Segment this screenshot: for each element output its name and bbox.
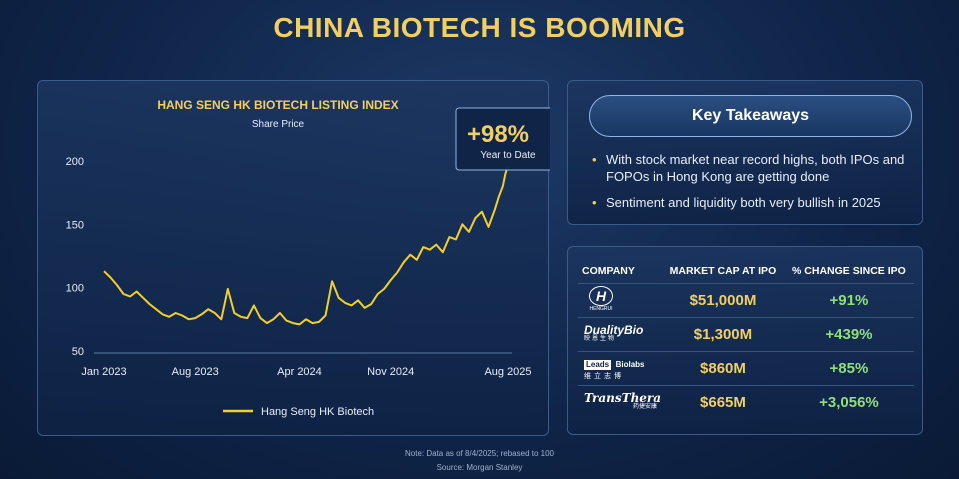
table-row: DualityBio 映恩生物 $1,300M +439%	[578, 317, 914, 352]
change-cell: +439%	[783, 317, 914, 352]
header-market-cap: MARKET CAP AT IPO	[669, 265, 777, 277]
hengrui-logo-text: HENGRUI	[589, 306, 613, 312]
market-cap-cell: $860M	[662, 351, 784, 386]
dualitybio-logo: DualityBio 映恩生物	[584, 324, 643, 342]
transthera-logo-text: TransThera	[584, 391, 662, 405]
y-tick-label: 100	[66, 283, 84, 295]
table-row: Leads Biolabs 维立志博 $860M +85%	[578, 351, 914, 386]
leads-biolabs-logo: Leads Biolabs 维立志博	[584, 355, 644, 380]
y-tick-label: 50	[72, 346, 84, 358]
page-title: CHINA BIOTECH IS BOOMING	[273, 12, 686, 43]
table-header-row: COMPANY MARKET CAP AT IPO % CHANGE SINCE…	[578, 265, 914, 284]
callout-value: +98%	[467, 121, 529, 148]
change-cell: +91%	[783, 283, 914, 318]
takeaway-item: Sentiment and liquidity both very bullis…	[592, 194, 912, 211]
chart-subtitle: Share Price	[252, 119, 305, 130]
table-row: H HENGRUI $51,000M +91%	[578, 283, 914, 318]
transthera-logo-sub: 药捷安康	[633, 404, 658, 410]
x-tick-label: Jan 2023	[81, 366, 126, 378]
x-tick-label: Nov 2024	[367, 366, 414, 378]
chart-title: HANG SENG HK BIOTECH LISTING INDEX	[157, 98, 398, 112]
ipo-table-panel: COMPANY MARKET CAP AT IPO % CHANGE SINCE…	[567, 246, 923, 435]
y-tick-label: 200	[66, 156, 84, 168]
takeaway-item: With stock market near record highs, bot…	[592, 151, 912, 185]
header-company: COMPANY	[582, 265, 635, 277]
key-takeaways-panel: Key Takeaways With stock market near rec…	[567, 80, 923, 225]
y-tick-label: 150	[66, 219, 84, 231]
market-cap-cell: $51,000M	[662, 283, 784, 318]
dualitybio-logo-text: DualityBio	[584, 323, 644, 337]
change-cell: +85%	[783, 351, 914, 386]
market-cap-cell: $665M	[662, 385, 784, 419]
x-tick-label: Aug 2023	[172, 366, 219, 378]
hengrui-logo: H HENGRUI	[584, 286, 618, 312]
ytd-callout: +98% Year to Date	[455, 107, 550, 171]
key-takeaways-title: Key Takeaways	[589, 95, 912, 137]
transthera-logo: TransThera 药捷安康	[584, 392, 661, 410]
takeaways-list: With stock market near record highs, bot…	[592, 151, 912, 220]
chart-legend: Hang Seng HK Biotech	[223, 406, 374, 418]
x-axis: Jan 2023 Aug 2023 Apr 2024 Nov 2024 Aug 2025	[81, 366, 531, 378]
line-chart: HANG SENG HK BIOTECH LISTING INDEX Share…	[66, 98, 550, 418]
callout-box	[455, 107, 550, 171]
leads-logo-box: Leads	[584, 359, 612, 370]
legend-label: Hang Seng HK Biotech	[261, 406, 374, 418]
ipo-table: COMPANY MARKET CAP AT IPO % CHANGE SINCE…	[578, 265, 914, 419]
footnote: Note: Data as of 8/4/2025; rebased to 10…	[405, 449, 554, 458]
hengrui-logo-mark: H	[589, 286, 613, 306]
header-change: % CHANGE SINCE IPO	[792, 265, 906, 277]
leads-logo-sub: 维立志博	[584, 372, 624, 380]
chart-panel: HANG SENG HK BIOTECH LISTING INDEX Share…	[37, 80, 550, 436]
table-row: TransThera 药捷安康 $665M +3,056%	[578, 385, 914, 419]
source-note: Source: Morgan Stanley	[436, 463, 523, 472]
series-line-hang-seng-hk-biotech	[103, 165, 509, 326]
market-cap-cell: $1,300M	[662, 317, 784, 352]
change-cell: +3,056%	[783, 385, 914, 419]
dualitybio-logo-sub: 映恩生物	[584, 336, 617, 342]
x-tick-label: Aug 2025	[484, 366, 531, 378]
y-axis: 50 100 150 200	[66, 156, 84, 358]
leads-logo-text: Biolabs	[615, 359, 645, 369]
callout-label: Year to Date	[480, 150, 536, 161]
x-tick-label: Apr 2024	[277, 366, 322, 378]
